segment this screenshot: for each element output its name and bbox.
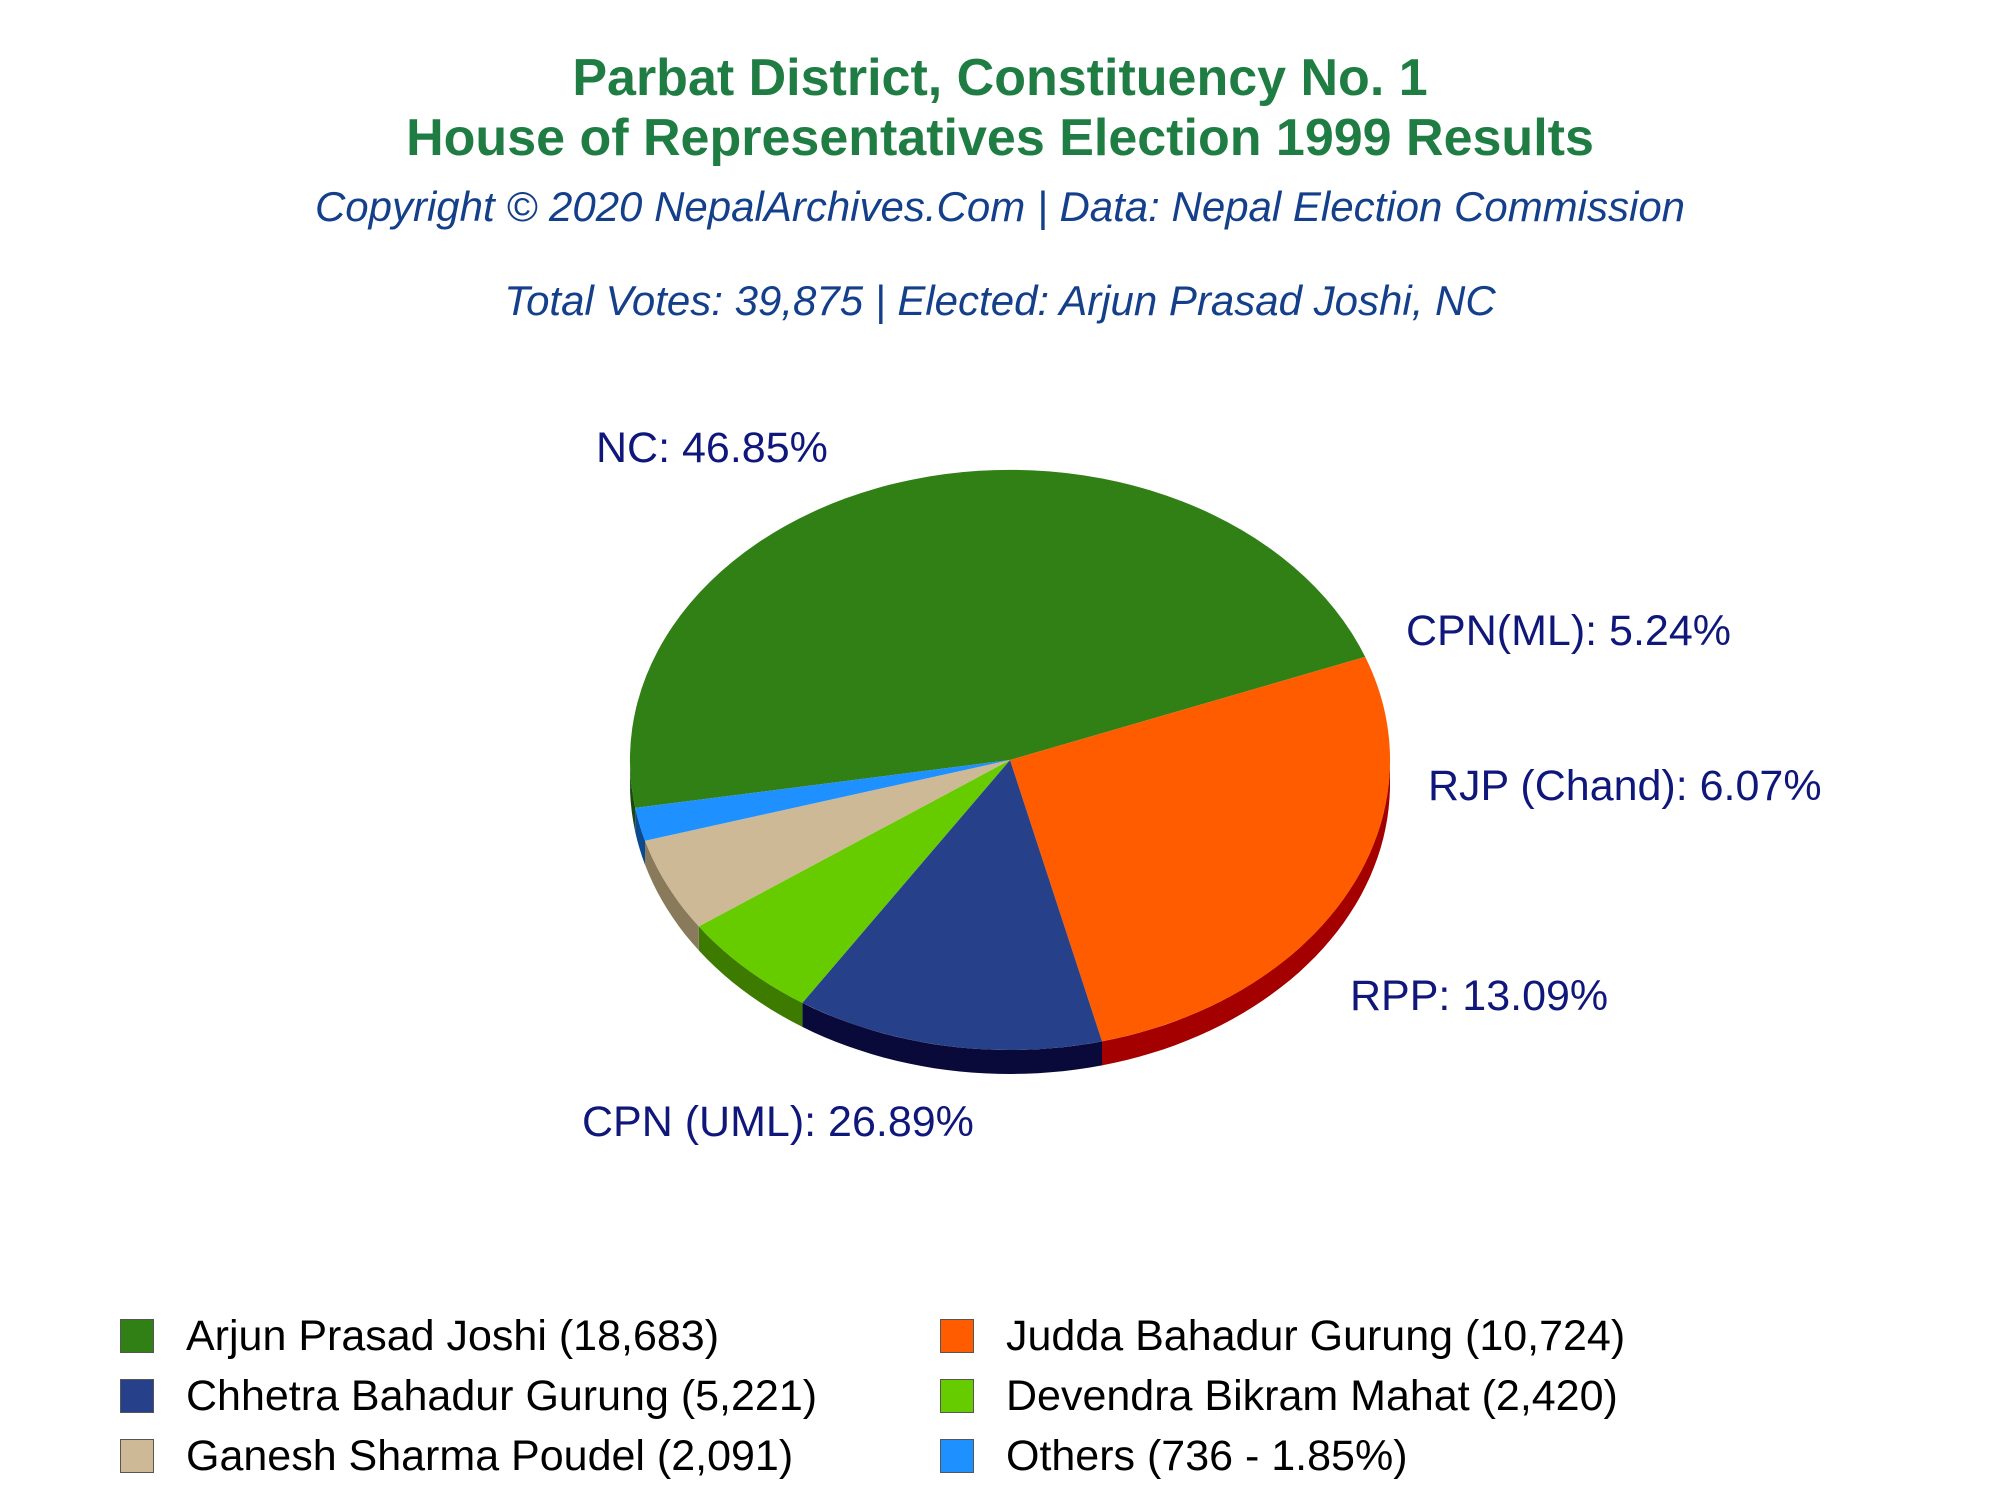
legend-item: Chhetra Bahadur Gurung (5,221) bbox=[120, 1368, 817, 1424]
legend-label: Ganesh Sharma Poudel (2,091) bbox=[186, 1431, 794, 1480]
pie-slice-6 bbox=[635, 760, 1010, 841]
legend-label: Chhetra Bahadur Gurung (5,221) bbox=[186, 1371, 818, 1420]
pie-slice-4 bbox=[698, 760, 1010, 1003]
chart-summary: Total Votes: 39,875 | Elected: Arjun Pra… bbox=[504, 277, 1496, 324]
slice-label-2: CPN (UML): 26.89% bbox=[582, 1098, 974, 1146]
slice-label-1: NC: 46.85% bbox=[596, 424, 828, 472]
pie-slice-2 bbox=[1010, 656, 1391, 1042]
pie-slice-side-6 bbox=[635, 807, 645, 865]
chart-subtitle: Copyright © 2020 NepalArchives.Com | Dat… bbox=[314, 183, 1686, 230]
chart-title-line-2: House of Representatives Election 1999 R… bbox=[406, 109, 1594, 167]
legend-item: Devendra Bikram Mahat (2,420) bbox=[940, 1368, 1618, 1424]
pie-slice-1 bbox=[629, 469, 1366, 808]
pie-slice-3 bbox=[802, 760, 1102, 1051]
legend-swatch bbox=[940, 1439, 974, 1473]
legend-swatch bbox=[120, 1379, 154, 1413]
pie-slice-side-3 bbox=[802, 1002, 1102, 1074]
legend-item: Others (736 - 1.85%) bbox=[940, 1428, 1408, 1484]
legend-label: Arjun Prasad Joshi (18,683) bbox=[186, 1311, 720, 1360]
legend-swatch bbox=[940, 1319, 974, 1353]
legend-label: Others (736 - 1.85%) bbox=[1006, 1431, 1408, 1480]
chart-title: Parbat District, Constituency No. 1 bbox=[572, 49, 1428, 107]
pie-slice-5 bbox=[645, 760, 1010, 927]
legend-item: Arjun Prasad Joshi (18,683) bbox=[120, 1308, 719, 1364]
legend-swatch bbox=[120, 1319, 154, 1353]
legend-item: Ganesh Sharma Poudel (2,091) bbox=[120, 1428, 793, 1484]
slice-label-4: RJP (Chand): 6.07% bbox=[1428, 762, 1822, 810]
legend-item: Judda Bahadur Gurung (10,724) bbox=[940, 1308, 1625, 1364]
legend-swatch bbox=[120, 1439, 154, 1473]
pie-slice-side-1 bbox=[630, 767, 636, 832]
pie-slice-side-2 bbox=[1102, 764, 1390, 1066]
legend-label: Judda Bahadur Gurung (10,724) bbox=[1006, 1311, 1626, 1360]
legend-label: Devendra Bikram Mahat (2,420) bbox=[1006, 1371, 1618, 1420]
pie-chart: NC: 46.85% CPN (UML): 26.89% RPP: 13.09% RJ… bbox=[582, 424, 1822, 1146]
legend-swatch bbox=[940, 1379, 974, 1413]
pie-slice-side-5 bbox=[645, 840, 699, 951]
slice-label-3: RPP: 13.09% bbox=[1350, 972, 1608, 1020]
slice-label-5: CPN(ML): 5.24% bbox=[1406, 607, 1731, 655]
